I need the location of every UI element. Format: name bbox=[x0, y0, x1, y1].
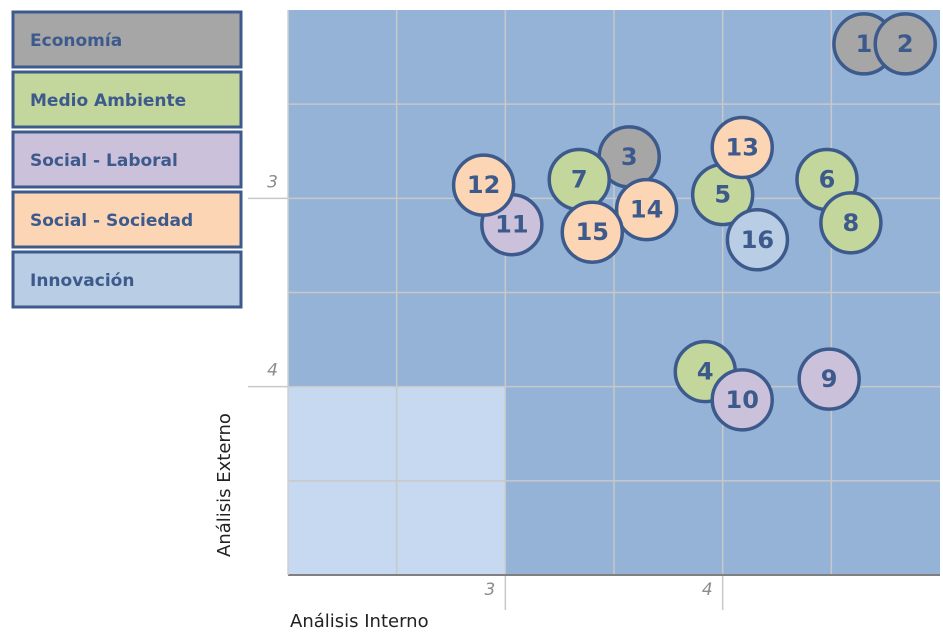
point-label: 15 bbox=[576, 218, 609, 246]
point-label: 11 bbox=[495, 211, 528, 239]
y-axis-title: Análisis Externo bbox=[214, 413, 235, 557]
point bbox=[873, 12, 937, 76]
point bbox=[710, 115, 774, 180]
point-label: 6 bbox=[819, 166, 836, 194]
point bbox=[560, 200, 625, 264]
legend-box bbox=[11, 70, 243, 129]
legend-label: Economía bbox=[30, 31, 122, 51]
point-label: 16 bbox=[741, 226, 774, 254]
point bbox=[614, 177, 679, 242]
point bbox=[797, 347, 861, 411]
y-tick-label: 4 bbox=[267, 361, 278, 381]
point-label: 13 bbox=[726, 133, 759, 161]
point bbox=[725, 208, 790, 272]
legend-label: Medio Ambiente bbox=[30, 91, 186, 111]
x-axis-title: Análisis Interno bbox=[290, 611, 429, 632]
x-tick-label: 4 bbox=[702, 580, 713, 600]
legend-label: Innovación bbox=[30, 271, 134, 291]
point-label: 1 bbox=[856, 30, 873, 58]
point-label: 3 bbox=[621, 143, 638, 171]
point-label: 8 bbox=[843, 209, 860, 237]
point-label: 2 bbox=[897, 30, 914, 58]
point-label: 12 bbox=[467, 171, 500, 199]
legend-box bbox=[11, 130, 243, 189]
point bbox=[451, 153, 516, 217]
point-label: 9 bbox=[821, 365, 838, 393]
point-label: 7 bbox=[571, 166, 588, 194]
legend-box bbox=[11, 190, 243, 249]
legend-box bbox=[11, 250, 243, 309]
point bbox=[819, 191, 883, 255]
legend-box bbox=[11, 10, 243, 69]
legend-label: Social - Sociedad bbox=[30, 211, 193, 231]
plot-area bbox=[288, 10, 940, 575]
point-label: 10 bbox=[726, 386, 759, 414]
x-tick-label: 3 bbox=[485, 580, 496, 600]
legend-label: Social - Laboral bbox=[30, 151, 178, 171]
point-label: 4 bbox=[697, 358, 714, 386]
point-label: 5 bbox=[714, 181, 731, 209]
point-label: 14 bbox=[630, 196, 663, 224]
y-tick-label: 3 bbox=[267, 172, 278, 192]
point bbox=[710, 368, 774, 432]
